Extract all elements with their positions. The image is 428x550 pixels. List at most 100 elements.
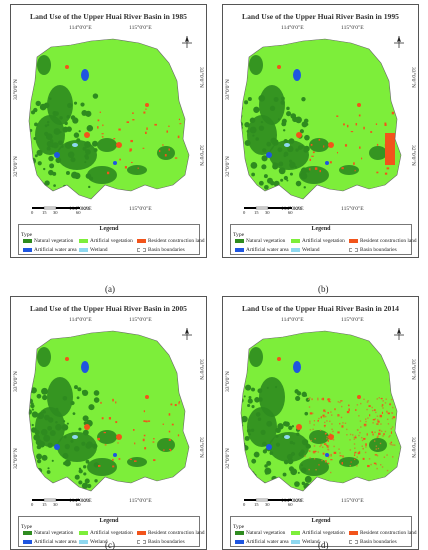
- resident-land-patch: [361, 157, 363, 160]
- legend-item: Basin boundaries: [137, 247, 185, 253]
- resident-land-patch: [365, 443, 367, 446]
- natural-vegetation-patch: [78, 469, 83, 474]
- resident-land-patch: [97, 126, 99, 129]
- legend-swatch: [235, 238, 244, 243]
- natural-vegetation-patch: [40, 428, 48, 436]
- resident-land-patch: [358, 415, 360, 417]
- resident-land-patch: [362, 448, 364, 450]
- natural-vegetation-patch: [288, 138, 295, 144]
- natural-vegetation-patch: [77, 387, 82, 392]
- natural-vegetation-patch: [247, 470, 255, 478]
- resident-land-patch: [341, 425, 344, 428]
- resident-land-patch: [375, 123, 378, 125]
- natural-vegetation-patch: [241, 170, 245, 174]
- resident-land-patch: [334, 408, 336, 411]
- legend-item-label: Resident construction land: [148, 238, 205, 244]
- natural-vegetation-patch: [262, 148, 267, 153]
- natural-vegetation-patch: [251, 458, 257, 464]
- resident-land-patch: [346, 124, 349, 128]
- natural-vegetation-patch: [247, 407, 277, 447]
- water-body: [325, 453, 329, 457]
- water-body: [113, 161, 117, 165]
- resident-land-patch: [323, 145, 325, 148]
- natural-vegetation-patch: [85, 149, 91, 155]
- natural-vegetation-patch: [283, 175, 288, 181]
- lon-label-top: 115°0'0"E: [129, 25, 152, 31]
- resident-land-patch: [331, 423, 333, 425]
- natural-vegetation-patch: [48, 169, 54, 176]
- resident-land-patch: [354, 458, 356, 461]
- scale-tick: 0: [243, 210, 246, 215]
- legend-item-label: Wetland: [302, 247, 320, 253]
- natural-vegetation-patch: [34, 122, 38, 127]
- resident-land-patch: [163, 449, 165, 451]
- resident-land-patch: [376, 454, 379, 457]
- resident-land-patch: [385, 398, 387, 400]
- natural-vegetation-patch: [260, 481, 267, 488]
- resident-land-patch: [179, 123, 182, 125]
- natural-vegetation-patch: [52, 114, 56, 118]
- natural-vegetation-patch: [298, 451, 304, 457]
- natural-vegetation-patch: [61, 145, 64, 148]
- resident-land-patch: [384, 402, 387, 404]
- resident-land-patch: [145, 108, 147, 110]
- natural-vegetation-patch: [297, 471, 300, 474]
- resident-land-patch: [111, 458, 114, 461]
- resident-land-patch: [153, 459, 156, 462]
- natural-vegetation-patch: [70, 439, 74, 443]
- resident-land-patch: [373, 440, 376, 442]
- resident-land-patch: [376, 398, 378, 400]
- natural-vegetation-patch: [241, 186, 242, 190]
- resident-land-patch: [311, 412, 314, 415]
- resident-land-patch: [353, 436, 355, 439]
- natural-vegetation-patch: [64, 121, 68, 126]
- resident-land-patch: [392, 416, 396, 419]
- natural-vegetation-patch: [257, 388, 263, 394]
- resident-land-patch: [116, 434, 122, 440]
- resident-land-patch: [389, 435, 391, 437]
- resident-land-patch: [333, 445, 335, 448]
- natural-vegetation-patch: [244, 139, 251, 146]
- natural-vegetation-patch: [252, 134, 255, 137]
- resident-land-patch: [371, 406, 373, 409]
- wetland-patch: [72, 435, 78, 439]
- natural-vegetation-patch: [29, 192, 32, 197]
- resident-land-patch: [326, 445, 329, 448]
- scale-tick: 0: [243, 502, 246, 507]
- natural-vegetation-patch: [67, 102, 73, 108]
- legend-swatch: [23, 539, 32, 544]
- resident-land-patch: [143, 111, 146, 114]
- resident-land-patch: [97, 119, 100, 122]
- natural-vegetation-patch: [31, 467, 36, 472]
- land-use-map: [240, 38, 402, 200]
- natural-vegetation-patch: [84, 478, 90, 484]
- natural-vegetation-patch: [277, 147, 283, 153]
- resident-land-patch: [308, 450, 310, 452]
- natural-vegetation-patch: [304, 475, 312, 483]
- water-body: [54, 444, 60, 450]
- natural-vegetation-patch: [34, 429, 40, 435]
- legend-item: Natural vegetation: [23, 530, 73, 536]
- resident-land-patch: [310, 439, 312, 442]
- resident-land-patch: [328, 142, 334, 148]
- resident-land-patch: [323, 424, 326, 427]
- natural-vegetation-patch: [241, 180, 243, 187]
- resident-land-patch: [99, 111, 101, 114]
- legend-item-label: Resident construction land: [148, 530, 205, 536]
- natural-vegetation-patch: [62, 452, 69, 459]
- natural-vegetation-patch: [87, 166, 117, 184]
- natural-vegetation-patch: [243, 395, 246, 398]
- resident-land-patch: [341, 167, 344, 170]
- natural-vegetation-patch: [70, 115, 76, 120]
- legend-item-label: Artificial vegetation: [302, 238, 345, 244]
- resident-land-patch: [337, 431, 340, 434]
- natural-vegetation-patch: [266, 420, 273, 427]
- resident-land-patch: [309, 457, 311, 459]
- resident-land-patch: [356, 465, 358, 467]
- natural-vegetation-patch: [283, 459, 289, 465]
- scale-tick: 15: [42, 210, 47, 215]
- lon-label-bottom: 114°0'0"E: [69, 498, 92, 504]
- resident-land-patch: [137, 167, 139, 170]
- resident-land-patch: [143, 420, 146, 422]
- resident-land-patch: [117, 442, 119, 444]
